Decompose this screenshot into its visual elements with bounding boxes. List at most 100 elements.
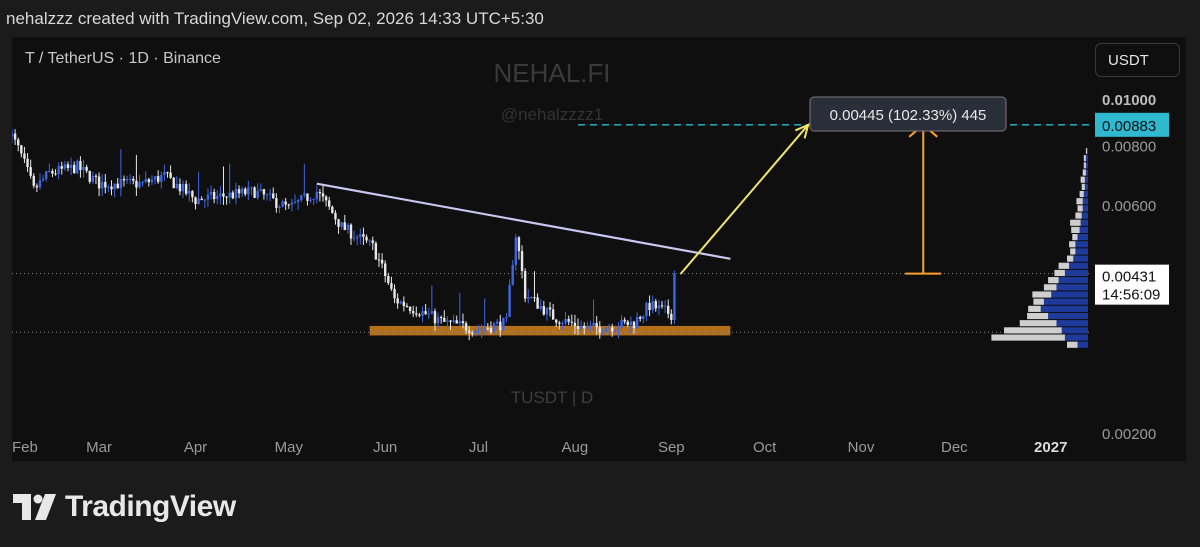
volume-profile-bar-up [1077,341,1088,348]
candle-body [539,306,542,309]
candle-body [91,175,95,182]
candle-body [63,164,67,169]
candle-body [203,199,207,201]
candle-body [586,326,589,329]
candle-body [156,176,160,182]
candle-body [418,314,421,316]
candle-body [231,192,235,199]
candle-body [13,133,17,140]
x-tick-label: Oct [753,439,777,456]
watermark-brand: NEHAL.FI [493,58,610,88]
candle-body [576,326,580,329]
candle-body [200,198,203,201]
candle-body [240,188,244,194]
candle-body [645,302,648,316]
x-tick-label: Mar [86,439,112,456]
chart-panel[interactable]: NEHAL.FI @nehalzzzz1 TUSDT | D 0.00445 (102… [12,37,1186,461]
candle-body [160,175,163,182]
volume-profile-bar-up [1084,176,1088,183]
candle-body [331,206,334,213]
candle-body [166,172,169,174]
candle-body [303,193,306,196]
candle-body [611,327,614,332]
candle-body [408,306,412,312]
candle-body [150,179,154,183]
candle-body [424,311,427,314]
candle-body [573,322,577,327]
candle-body [12,133,14,137]
candle-body [446,320,449,322]
candle-body [458,321,462,324]
candle-body [405,305,409,307]
candle-body [340,222,343,227]
last-price-badge [1095,264,1169,305]
candle-body [477,329,480,331]
candle-body [520,251,524,272]
currency-button[interactable]: USDT [1095,43,1180,77]
candle-body [184,183,188,194]
projection-arrow-head [794,123,810,139]
candle-body [411,311,415,314]
candle-body [359,234,362,238]
candle-body [561,323,564,325]
candle-body [648,302,651,311]
y-tick-label: 0.00600 [1102,198,1156,215]
candle-body [371,240,374,244]
candle-body [234,189,238,199]
candle-body [141,181,144,183]
volume-profile-bar-down [1077,205,1083,212]
x-tick-label: Jun [373,439,397,456]
candle-body [346,224,350,231]
candle-body [601,332,605,334]
candle-body [517,237,521,252]
descending-trendline [316,182,731,260]
candle-body [430,311,434,314]
volume-profile-bar-down [1070,248,1076,255]
candle-body [629,321,633,326]
volume-profile-bar-up [1085,169,1088,176]
candle-body [57,166,60,174]
candle-body [654,301,657,309]
volume-profile-bar-down [1085,147,1087,155]
volume-profile-bar-up [1069,262,1088,269]
candle-body [667,305,670,314]
candle-body [104,181,107,188]
candle-body [41,178,45,181]
candle-body [480,329,483,331]
candle-body [527,297,530,299]
chart-canvas[interactable]: NEHAL.FI @nehalzzzz1 TUSDT | D 0.00445 (102… [12,37,1186,461]
candle-body [222,193,225,197]
candle-body [209,191,213,195]
volume-profile-bar-down [1072,234,1078,241]
candle-body [73,164,76,174]
candle-body [225,196,228,198]
volume-profile-bar-down [1079,190,1084,198]
candle-body [122,178,126,181]
volume-profile-bar-down [1033,298,1044,305]
support-zone [369,325,731,336]
candle-body [300,195,303,200]
volume-profile-bar-down [1081,183,1085,190]
candle-body [393,288,396,299]
candle-body [119,178,123,189]
candle-body [499,321,502,331]
x-tick-label: Aug [562,439,589,456]
candle-body [26,158,29,168]
candle-body [545,307,549,315]
candle-body [309,199,312,201]
volume-profile-bar-down [1076,198,1083,205]
volume-profile-bar-up [1079,226,1088,234]
candle-body [617,327,620,330]
candle-body [113,183,116,190]
last-price-countdown: 14:56:09 [1102,287,1160,304]
candle-body [607,327,611,329]
candle-body [368,240,371,242]
candle-body [35,185,39,188]
x-tick-label: 2027 [1034,439,1067,456]
projection-arrow [679,124,809,275]
candle-body [97,176,101,189]
candle-body [107,186,110,188]
candle-body [632,321,636,329]
candle-body [427,313,430,315]
candle-body [212,191,216,200]
